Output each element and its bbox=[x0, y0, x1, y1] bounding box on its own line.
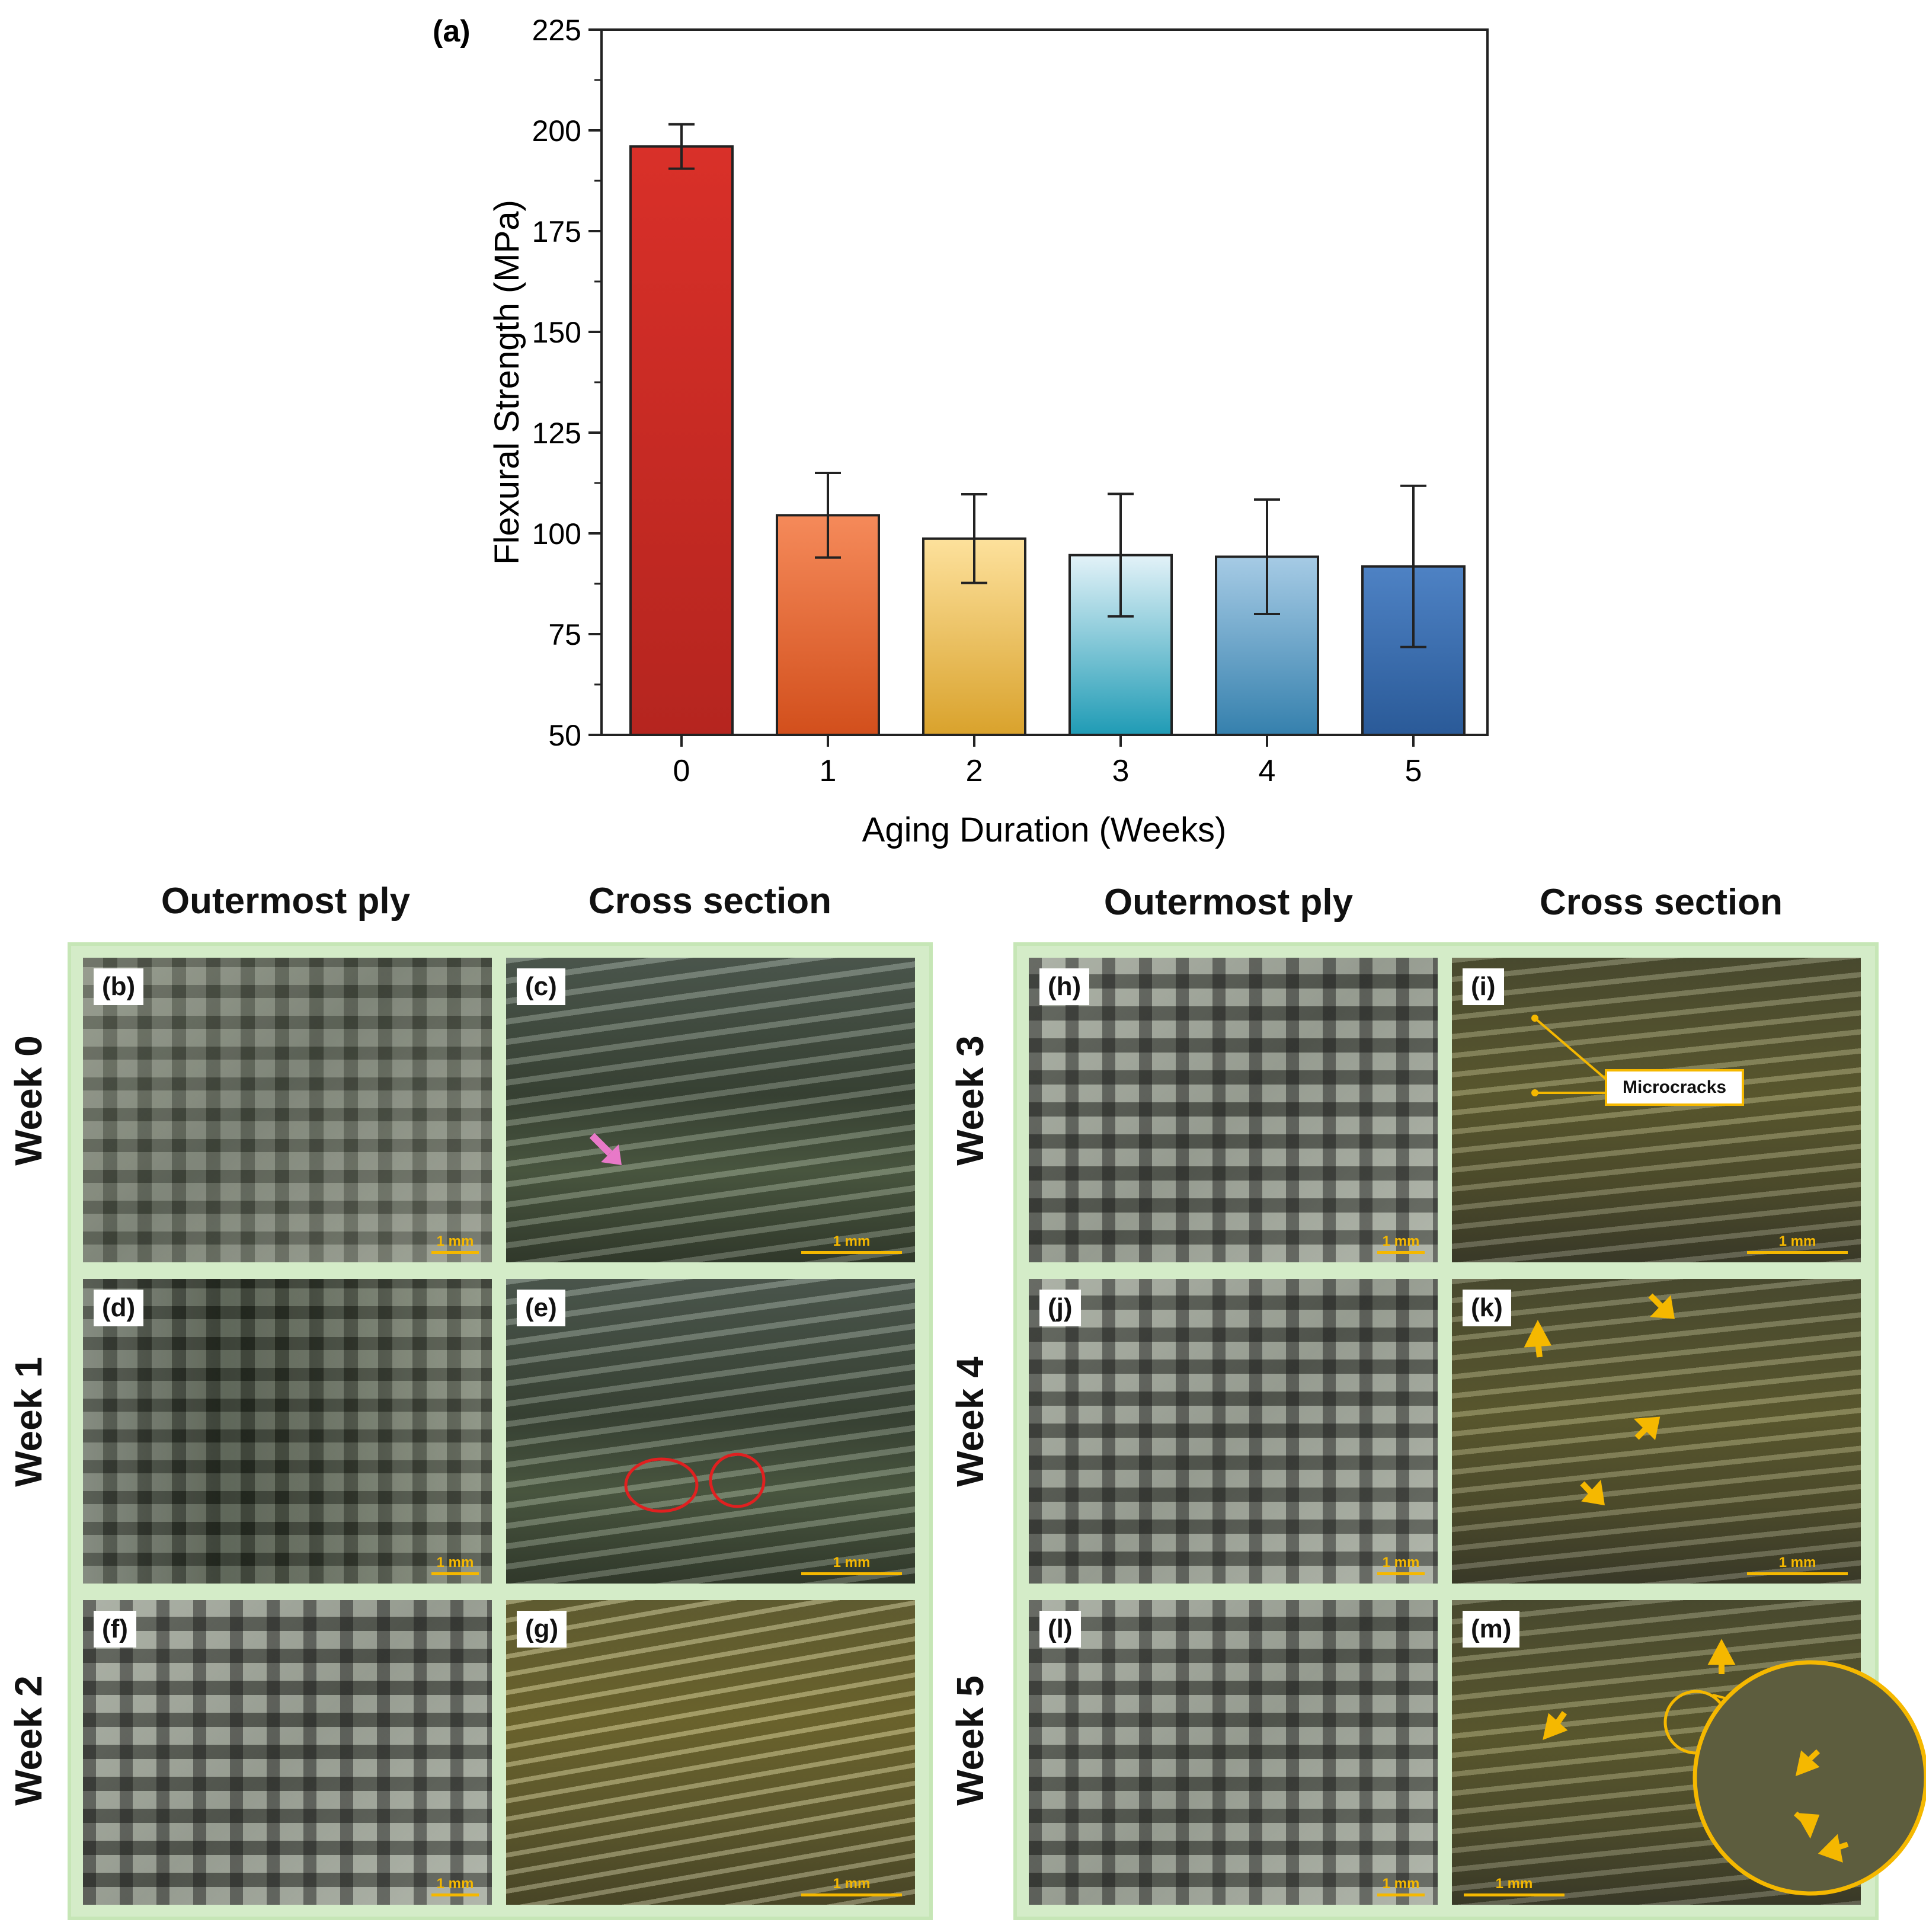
row-label-week-4: Week 4 bbox=[949, 1357, 991, 1487]
x-tick-label: 2 bbox=[966, 754, 983, 788]
micrograph-group-left: (b) 1 mm (c) 1 mm (d) 1 mm (e) 1 mm (f) … bbox=[68, 942, 933, 1920]
scale-bar: 1 mm bbox=[1377, 1876, 1425, 1896]
error-bar-week-3 bbox=[1108, 492, 1134, 618]
panel-label: (b) bbox=[94, 968, 144, 1005]
bar-week-4 bbox=[1215, 555, 1319, 736]
error-bar-week-5 bbox=[1400, 484, 1426, 648]
micrograph-f: (f) 1 mm bbox=[83, 1600, 492, 1905]
scale-bar: 1 mm bbox=[1377, 1554, 1425, 1575]
microcracks-callout: Microcracks bbox=[1605, 1069, 1745, 1106]
bar-week-0 bbox=[629, 145, 734, 736]
scale-bar: 1 mm bbox=[431, 1233, 479, 1254]
error-bar-week-1 bbox=[815, 472, 841, 559]
error-bar-week-2 bbox=[961, 493, 987, 584]
y-tick-label: 50 bbox=[548, 719, 581, 752]
x-tick-label: 0 bbox=[673, 754, 690, 788]
plot-frame bbox=[600, 28, 1489, 736]
micrograph-k: (k) 1 mm bbox=[1452, 1279, 1861, 1584]
microcrack-pointer-lines bbox=[1531, 1015, 1607, 1096]
header-outermost-ply-right: Outermost ply bbox=[1103, 882, 1354, 923]
y-tick-label: 150 bbox=[532, 316, 581, 349]
scale-bar: 1 mm bbox=[801, 1233, 902, 1254]
x-tick-label: 5 bbox=[1405, 754, 1422, 788]
scale-bar: 1 mm bbox=[801, 1554, 902, 1575]
micrograph-d: (d) 1 mm bbox=[83, 1279, 492, 1584]
panel-label: (e) bbox=[517, 1290, 565, 1326]
row-label-week-0: Week 0 bbox=[7, 1035, 50, 1166]
scale-bar: 1 mm bbox=[1464, 1876, 1565, 1896]
row-label-week-3: Week 3 bbox=[949, 1035, 991, 1166]
error-bar-week-0 bbox=[668, 123, 695, 170]
header-outermost-ply-left: Outermost ply bbox=[161, 881, 411, 922]
row-label-week-5: Week 5 bbox=[949, 1675, 991, 1806]
header-cross-section-left: Cross section bbox=[588, 881, 832, 922]
scale-bar: 1 mm bbox=[801, 1876, 902, 1896]
micrograph-e: (e) 1 mm bbox=[506, 1279, 915, 1584]
y-tick-label: 225 bbox=[532, 14, 581, 47]
y-axis-label: Flexural Strength (MPa) bbox=[488, 200, 526, 565]
panel-label: (k) bbox=[1463, 1290, 1511, 1326]
zoom-inset-icon bbox=[1543, 1639, 1926, 1896]
micrograph-b: (b) 1 mm bbox=[83, 958, 492, 1262]
micrograph-c: (c) 1 mm bbox=[506, 958, 915, 1262]
x-axis-label: Aging Duration (Weeks) bbox=[862, 811, 1227, 849]
x-tick-label: 1 bbox=[820, 754, 837, 788]
scale-bar: 1 mm bbox=[1377, 1233, 1425, 1254]
panel-label: (c) bbox=[517, 968, 565, 1005]
row-label-week-2: Week 2 bbox=[7, 1675, 50, 1806]
panel-label: (i) bbox=[1463, 968, 1504, 1005]
scale-bar: 1 mm bbox=[431, 1876, 479, 1896]
y-tick-label: 100 bbox=[532, 517, 581, 551]
pink-arrow-icon bbox=[589, 1133, 622, 1165]
x-tick-label: 3 bbox=[1112, 754, 1130, 788]
panel-label: (g) bbox=[517, 1611, 567, 1648]
panel-a-label: (a) bbox=[433, 14, 471, 49]
y-tick-label: 75 bbox=[548, 618, 581, 651]
micrograph-h: (h) 1 mm bbox=[1029, 958, 1438, 1262]
micrograph-m: (m) 1 mm bbox=[1452, 1600, 1926, 1905]
y-tick-label: 200 bbox=[532, 114, 581, 148]
red-circle-icon bbox=[624, 1453, 766, 1513]
micrograph-g: (g) 1 mm bbox=[506, 1600, 915, 1905]
yellow-arrows-icon bbox=[1524, 1293, 1675, 1506]
scale-bar: 1 mm bbox=[1747, 1233, 1848, 1254]
panel-label: (m) bbox=[1463, 1611, 1520, 1648]
y-tick-label: 125 bbox=[532, 417, 581, 450]
panel-label: (d) bbox=[94, 1290, 144, 1326]
micrograph-i: (i) Microcracks 1 mm bbox=[1452, 958, 1861, 1262]
micrograph-group-right: (h) 1 mm (i) Microcracks 1 mm (j) 1 mm (… bbox=[1013, 942, 1926, 1920]
error-bar-week-4 bbox=[1254, 498, 1280, 615]
row-label-week-1: Week 1 bbox=[7, 1357, 50, 1487]
scale-bar: 1 mm bbox=[1747, 1554, 1848, 1575]
y-tick-label: 175 bbox=[532, 215, 581, 248]
panel-label: (l) bbox=[1039, 1611, 1081, 1648]
panel-label: (h) bbox=[1039, 968, 1090, 1005]
x-tick-label: 4 bbox=[1259, 754, 1276, 788]
panel-label: (f) bbox=[94, 1611, 136, 1648]
header-cross-section-right: Cross section bbox=[1539, 882, 1783, 923]
scale-bar: 1 mm bbox=[431, 1554, 479, 1575]
micrograph-l: (l) 1 mm bbox=[1029, 1600, 1438, 1905]
panel-label: (j) bbox=[1039, 1290, 1081, 1326]
micrograph-j: (j) 1 mm bbox=[1029, 1279, 1438, 1584]
flexural-strength-bar-chart: 50 75 100 125 150 175 200 225 0 1 2 3 4 5 (a) Flexur… bbox=[433, 14, 1489, 849]
